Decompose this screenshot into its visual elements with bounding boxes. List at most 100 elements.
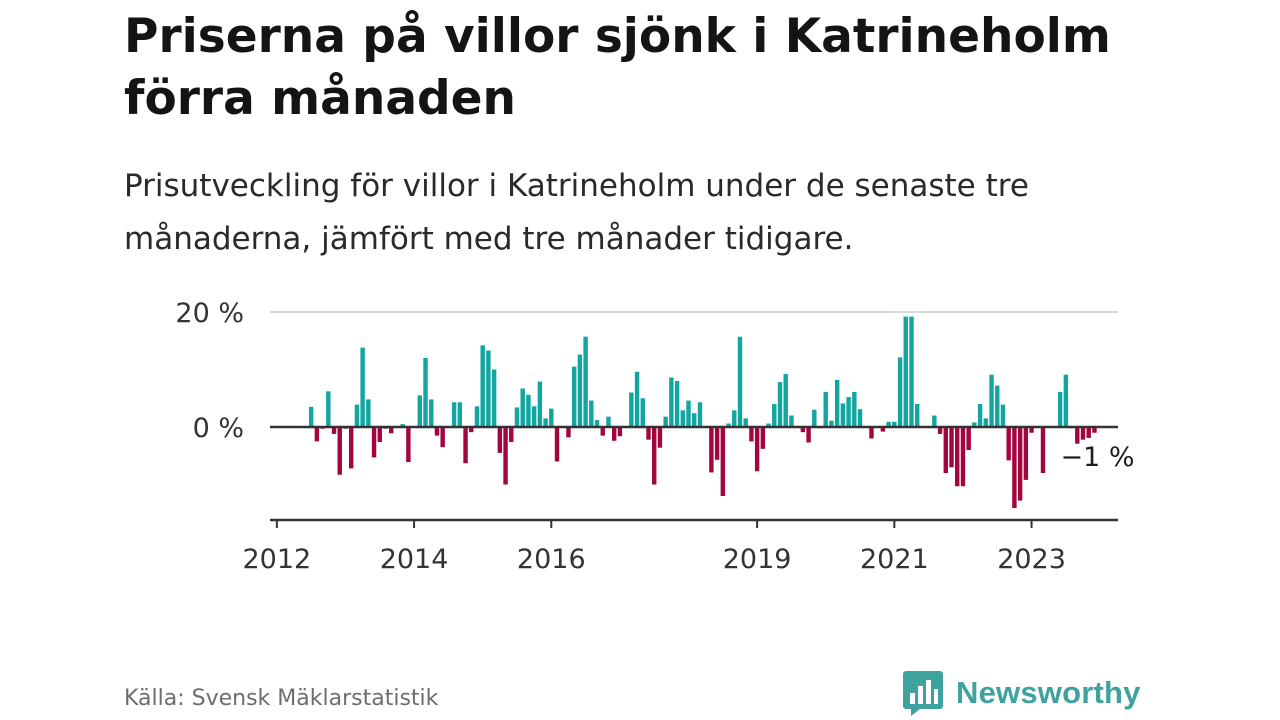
bar (720, 427, 726, 496)
bar (434, 427, 440, 436)
bar (389, 427, 394, 434)
bar (571, 366, 577, 428)
bar (989, 374, 994, 427)
bar (789, 415, 794, 427)
bar (429, 399, 434, 427)
bar (497, 427, 503, 453)
bar (909, 316, 914, 427)
bar (714, 427, 720, 460)
bar (646, 427, 651, 440)
bar (743, 418, 748, 428)
bar (526, 394, 531, 427)
bar (600, 427, 605, 436)
bar (583, 336, 588, 427)
axes (270, 425, 1118, 528)
bar (680, 410, 686, 427)
y-tick-label: 0 % (193, 413, 244, 444)
bar (995, 385, 1000, 427)
brand: Newsworthy (902, 668, 1141, 718)
bar (1092, 427, 1097, 433)
bar (1086, 427, 1091, 438)
bar (886, 421, 891, 427)
bar (834, 379, 840, 427)
source-note: Källa: Svensk Mäklarstatistik (124, 686, 439, 711)
bar (611, 427, 617, 441)
x-tick-label: 2023 (997, 544, 1066, 575)
bar (697, 402, 703, 427)
last-value-annotation: −1 % (1060, 442, 1134, 473)
bar (972, 422, 977, 427)
bar (400, 424, 405, 428)
chart-subtitle: Prisutveckling för villor i Katrineholm … (124, 168, 1029, 257)
bar (915, 404, 920, 427)
bar (726, 423, 731, 427)
bar (857, 409, 863, 427)
x-tick-label: 2014 (380, 544, 449, 575)
bar (491, 369, 497, 427)
bar (1040, 427, 1046, 473)
x-tick-label: 2016 (517, 544, 586, 575)
bar (760, 427, 766, 449)
bar (543, 418, 548, 428)
bar (629, 392, 634, 427)
bar (509, 427, 514, 442)
bar (331, 427, 337, 434)
bar (772, 404, 777, 427)
bar (783, 374, 788, 427)
bar (371, 427, 377, 458)
bar (503, 427, 508, 485)
bar (1000, 404, 1006, 427)
bar (617, 427, 623, 437)
bar (474, 406, 480, 427)
bar (966, 427, 971, 450)
bar (652, 427, 657, 485)
bar (977, 404, 983, 427)
bar (360, 347, 365, 427)
bar (903, 316, 908, 427)
bar (514, 407, 520, 427)
bar (423, 358, 428, 427)
bar (406, 427, 411, 463)
bar (354, 404, 360, 427)
bar (451, 402, 457, 427)
bar (937, 427, 943, 434)
bar (1057, 391, 1063, 427)
bar (800, 427, 806, 433)
bar (840, 403, 846, 427)
bar (812, 409, 817, 427)
bar (732, 410, 737, 427)
bar-chart-logo-icon (903, 671, 943, 716)
bar (1023, 427, 1029, 480)
bar (1080, 427, 1086, 440)
bar (880, 427, 886, 432)
bar (606, 416, 611, 427)
bar (777, 382, 783, 427)
bar (892, 421, 897, 427)
bar (806, 427, 811, 443)
bar (337, 427, 342, 475)
bar (486, 350, 491, 427)
bar (692, 413, 697, 427)
bar (577, 354, 583, 427)
y-tick-label: 20 % (175, 298, 244, 329)
bar (440, 427, 445, 448)
bar (314, 427, 320, 442)
bar (634, 371, 640, 427)
bar (549, 408, 554, 427)
bar (766, 423, 771, 427)
bar (348, 427, 354, 469)
bar (829, 420, 834, 427)
bar (686, 400, 691, 427)
bar (955, 427, 960, 487)
bar (846, 397, 851, 427)
bar (823, 391, 828, 427)
bar (366, 399, 371, 427)
bar (869, 427, 874, 439)
bar (669, 377, 674, 427)
bar (480, 345, 485, 427)
x-tick-label: 2021 (860, 544, 929, 575)
bar (537, 381, 543, 427)
bar (852, 391, 857, 427)
bar (709, 427, 714, 473)
x-tick-label: 2012 (243, 544, 312, 575)
